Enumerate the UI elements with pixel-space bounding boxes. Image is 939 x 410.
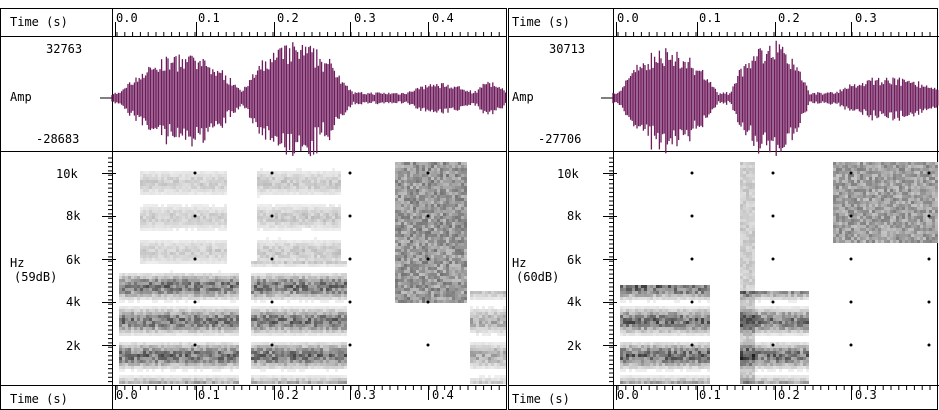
left-time-tick-label-top: 0.0 [116, 11, 138, 25]
right-time-tick-label-bottom: 0.2 [778, 388, 800, 402]
right-freq-tick-label: 4k [567, 295, 582, 309]
left-time-axis-ticks-top [115, 22, 500, 36]
right-freq-tick-label: 8k [567, 209, 582, 223]
left-panel-frame [0, 8, 507, 410]
right-waveform[interactable] [601, 40, 939, 156]
right-time-tick-label-bottom: 0.1 [699, 388, 721, 402]
right-db-label: (60dB) [516, 270, 560, 284]
left-amp-label: Amp [10, 90, 32, 104]
right-time-tick-label-top: 0.1 [699, 11, 721, 25]
left-freq-tick-label: 2k [66, 339, 81, 353]
right-time-tick-label-top: 0.2 [778, 11, 800, 25]
left-time-tick-label-top: 0.2 [277, 11, 299, 25]
right-time-axis-label-bottom: Time (s) [512, 392, 570, 406]
right-time-tick-label-bottom: 0.3 [855, 388, 877, 402]
right-amp-min-value: -27706 [538, 132, 582, 146]
right-amp-label: Amp [512, 90, 534, 104]
right-spectrogram[interactable] [620, 162, 938, 384]
left-amp-max-value: 32763 [46, 42, 83, 56]
left-time-tick-label-bottom: 0.2 [277, 388, 299, 402]
right-amp-max-value: 30713 [549, 42, 586, 56]
right-analysis-panel: Time (s) Time (s) 0.0 0.1 0.2 0.3 0.0 0.… [508, 0, 939, 410]
right-panel-frame [508, 8, 939, 410]
left-time-tick-label-bottom: 0.1 [198, 388, 220, 402]
left-time-tick-label-bottom: 0.0 [116, 388, 138, 402]
left-freq-tick-label: 8k [66, 209, 81, 223]
left-time-tick-label-top: 0.3 [354, 11, 376, 25]
left-spectrogram[interactable] [119, 162, 506, 384]
right-hz-label: Hz [512, 256, 527, 270]
right-freq-tick-label: 6k [567, 253, 582, 267]
left-time-tick-label-bottom: 0.4 [432, 388, 454, 402]
left-freq-tick-label: 6k [66, 253, 81, 267]
right-time-tick-label-bottom: 0.0 [617, 388, 639, 402]
right-time-tick-label-top: 0.3 [855, 11, 877, 25]
left-analysis-panel: Time (s) Time (s) 0.0 0.1 0.2 0.3 0.4 0.… [0, 8, 507, 410]
left-spectrogram-markers [193, 171, 430, 347]
left-amp-min-value: -28683 [36, 132, 80, 146]
left-time-tick-label-top: 0.4 [432, 11, 454, 25]
left-time-axis-label-bottom: Time (s) [10, 392, 68, 406]
right-time-tick-label-top: 0.0 [617, 11, 639, 25]
right-freq-tick-label: 10k [557, 167, 579, 181]
left-time-axis-ticks-bottom [115, 386, 500, 400]
right-frequency-axis-ticks [603, 157, 617, 383]
left-freq-tick-label: 4k [66, 295, 81, 309]
left-frequency-axis-ticks [102, 157, 116, 383]
right-time-axis-ticks-bottom [616, 386, 931, 400]
left-time-axis-label-top: Time (s) [10, 15, 68, 29]
right-time-axis-label-top: Time (s) [512, 15, 570, 29]
left-waveform[interactable] [100, 42, 507, 157]
right-spectrogram-markers [690, 171, 931, 347]
right-freq-tick-label: 2k [567, 339, 582, 353]
left-freq-tick-label: 10k [56, 167, 78, 181]
right-time-axis-ticks-top [616, 22, 931, 36]
left-hz-label: Hz [10, 256, 25, 270]
left-time-tick-label-bottom: 0.3 [354, 388, 376, 402]
left-time-tick-label-top: 0.1 [198, 11, 220, 25]
left-db-label: (59dB) [14, 270, 58, 284]
